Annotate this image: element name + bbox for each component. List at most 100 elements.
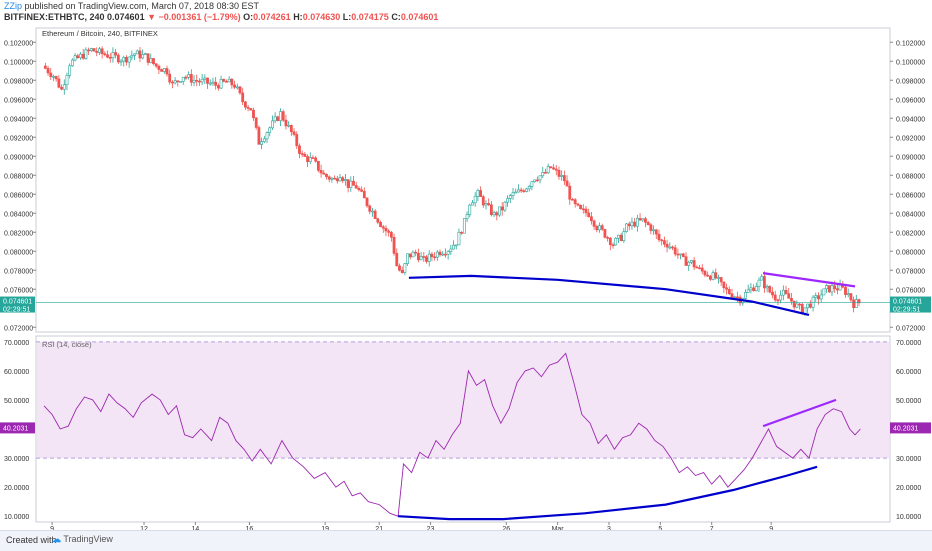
rsi-value-label-left: 40.2031: [3, 425, 28, 432]
candle-body: [235, 86, 239, 89]
candle-body: [817, 295, 820, 300]
candle-body: [281, 111, 285, 121]
price-tick-label-right: 0.080000: [896, 249, 925, 256]
candle-body: [649, 224, 653, 231]
candle-body: [784, 289, 788, 294]
candle-body: [854, 299, 858, 308]
candle-body: [465, 214, 469, 219]
candle-body: [538, 175, 542, 181]
candle-body: [341, 177, 345, 181]
candle-body: [581, 208, 585, 211]
candle-body: [179, 81, 182, 83]
candle-body: [679, 253, 683, 256]
candle-body: [52, 75, 55, 78]
candle-body: [614, 237, 618, 246]
candle-body: [560, 175, 564, 177]
candle-body: [344, 179, 347, 181]
candle-body: [471, 202, 474, 206]
publisher-name[interactable]: ZZip: [4, 1, 22, 11]
down-arrow-icon: ▼: [147, 12, 157, 22]
candle-body: [168, 73, 172, 83]
candle-body: [152, 58, 155, 64]
candle-body: [611, 244, 615, 247]
candle-body: [314, 157, 318, 162]
candle-body: [284, 119, 288, 127]
rsi-value-badge-left: [0, 422, 35, 434]
candle-body: [600, 225, 604, 230]
candle-body: [652, 229, 655, 232]
candle-body: [479, 190, 482, 197]
candle-body: [403, 263, 407, 273]
candle-body: [311, 157, 315, 159]
candle-body: [398, 265, 401, 271]
candle-body: [546, 166, 550, 174]
candle-body: [454, 244, 458, 247]
candle-body: [744, 292, 747, 299]
price-tick-label-right: 0.086000: [896, 192, 925, 199]
candle-body: [387, 230, 391, 233]
price-tick-label-right: 0.082000: [896, 230, 925, 237]
candle-body: [749, 287, 753, 291]
candle-body: [473, 195, 477, 204]
last-price-label-right: 0.074601: [893, 299, 922, 306]
candle-body: [173, 80, 177, 84]
candle-body: [92, 48, 96, 52]
candle-body: [771, 291, 774, 296]
rsi-tick-label-right: 10.0000: [896, 514, 921, 521]
candle-body: [844, 286, 847, 295]
candle-body: [119, 60, 123, 63]
candle-body: [590, 216, 593, 222]
candle-body: [354, 185, 358, 189]
candle-body: [489, 204, 493, 216]
price-tick-label-right: 0.102000: [896, 40, 925, 47]
candle-body: [149, 58, 153, 63]
candle-body: [838, 284, 842, 291]
candle-body: [162, 68, 166, 72]
price-tick-label-left: 0.082000: [4, 230, 33, 237]
candle-body: [665, 243, 669, 248]
candle-body: [484, 203, 488, 206]
candle-body: [114, 52, 118, 56]
candle-body: [627, 223, 631, 227]
candle-body: [481, 196, 485, 206]
candle-body: [438, 251, 442, 256]
candle-body: [95, 50, 99, 53]
close-value: 0.074601: [400, 12, 439, 22]
candle-body: [773, 294, 777, 301]
candle-body: [733, 296, 737, 299]
candle-body: [192, 79, 196, 83]
candle-body: [406, 253, 409, 264]
candle-body: [630, 221, 634, 227]
chart-canvas[interactable]: 0.102000 0.102000 0.100000 0.100000 0.098000…: [0, 0, 932, 530]
rsi-blue-curve: [398, 465, 818, 521]
candle-body: [668, 246, 672, 249]
blue-trendline: [408, 274, 810, 316]
candle-body: [225, 81, 228, 83]
candle-body: [338, 177, 342, 182]
candle-body: [211, 81, 215, 84]
candle-body: [392, 237, 396, 254]
candle-body: [606, 237, 610, 239]
candle-body: [830, 285, 834, 293]
candle-body: [576, 203, 580, 206]
candle-body: [500, 206, 504, 211]
candle-body: [87, 49, 91, 52]
candle-body: [460, 231, 464, 234]
candle-body: [714, 272, 718, 279]
candle-body: [165, 68, 169, 75]
candle-body: [425, 256, 428, 262]
price-change: −0.001361 (−1.79%): [158, 12, 241, 22]
candle-body: [335, 178, 339, 182]
tradingview-logo[interactable]: ☁ TradingView: [52, 534, 113, 545]
rsi-tick-label-right: 50.0000: [896, 398, 921, 405]
candle-body: [79, 53, 82, 59]
candle-body: [419, 256, 423, 261]
candle-body: [292, 131, 296, 135]
candle-body: [792, 300, 796, 308]
candle-body: [84, 49, 88, 59]
x-tick-label: 14: [191, 526, 199, 530]
candle-body: [433, 256, 437, 259]
candle-body: [717, 277, 720, 279]
candle-body: [698, 267, 701, 270]
price-tick-label-left: 0.100000: [4, 59, 33, 66]
